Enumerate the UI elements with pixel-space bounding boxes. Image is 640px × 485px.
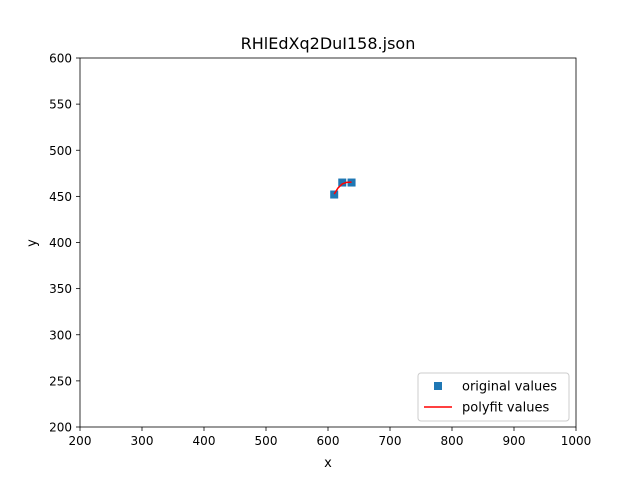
y-tick-label: 450 xyxy=(49,190,72,204)
data-point-marker xyxy=(330,190,339,199)
polyfit-line xyxy=(333,181,352,195)
legend: original values polyfit values xyxy=(417,372,570,422)
legend-marker-swatch xyxy=(434,382,442,390)
x-tick-label: 200 xyxy=(69,434,92,448)
x-tick-label: 800 xyxy=(441,434,464,448)
x-tick-label: 600 xyxy=(317,434,340,448)
y-tick-label: 350 xyxy=(49,282,72,296)
x-tick-label: 900 xyxy=(503,434,526,448)
y-tick-label: 550 xyxy=(49,98,72,112)
x-tick-label: 700 xyxy=(379,434,402,448)
y-axis-ticks: 200 250 300 350 400 450 500 550 600 xyxy=(49,52,80,435)
x-tick-label: 300 xyxy=(131,434,154,448)
legend-box xyxy=(417,372,570,422)
x-axis-label: x xyxy=(324,456,332,471)
x-tick-label: 400 xyxy=(193,434,216,448)
legend-label: original values xyxy=(462,380,557,395)
data-point-marker xyxy=(338,178,347,187)
y-tick-label: 500 xyxy=(49,144,72,158)
x-tick-label: 1000 xyxy=(561,434,592,448)
y-tick-label: 600 xyxy=(49,52,72,66)
y-tick-label: 300 xyxy=(49,328,72,342)
x-tick-label: 500 xyxy=(255,434,278,448)
x-axis-ticks: 200 300 400 500 600 700 800 900 1000 xyxy=(69,427,592,448)
y-tick-label: 200 xyxy=(49,421,72,435)
legend-label: polyfit values xyxy=(462,401,549,416)
y-tick-label: 250 xyxy=(49,374,72,388)
chart-title: RHlEdXq2DuI158.json xyxy=(241,34,416,53)
y-axis-label: y xyxy=(25,239,40,247)
y-tick-label: 400 xyxy=(49,236,72,250)
